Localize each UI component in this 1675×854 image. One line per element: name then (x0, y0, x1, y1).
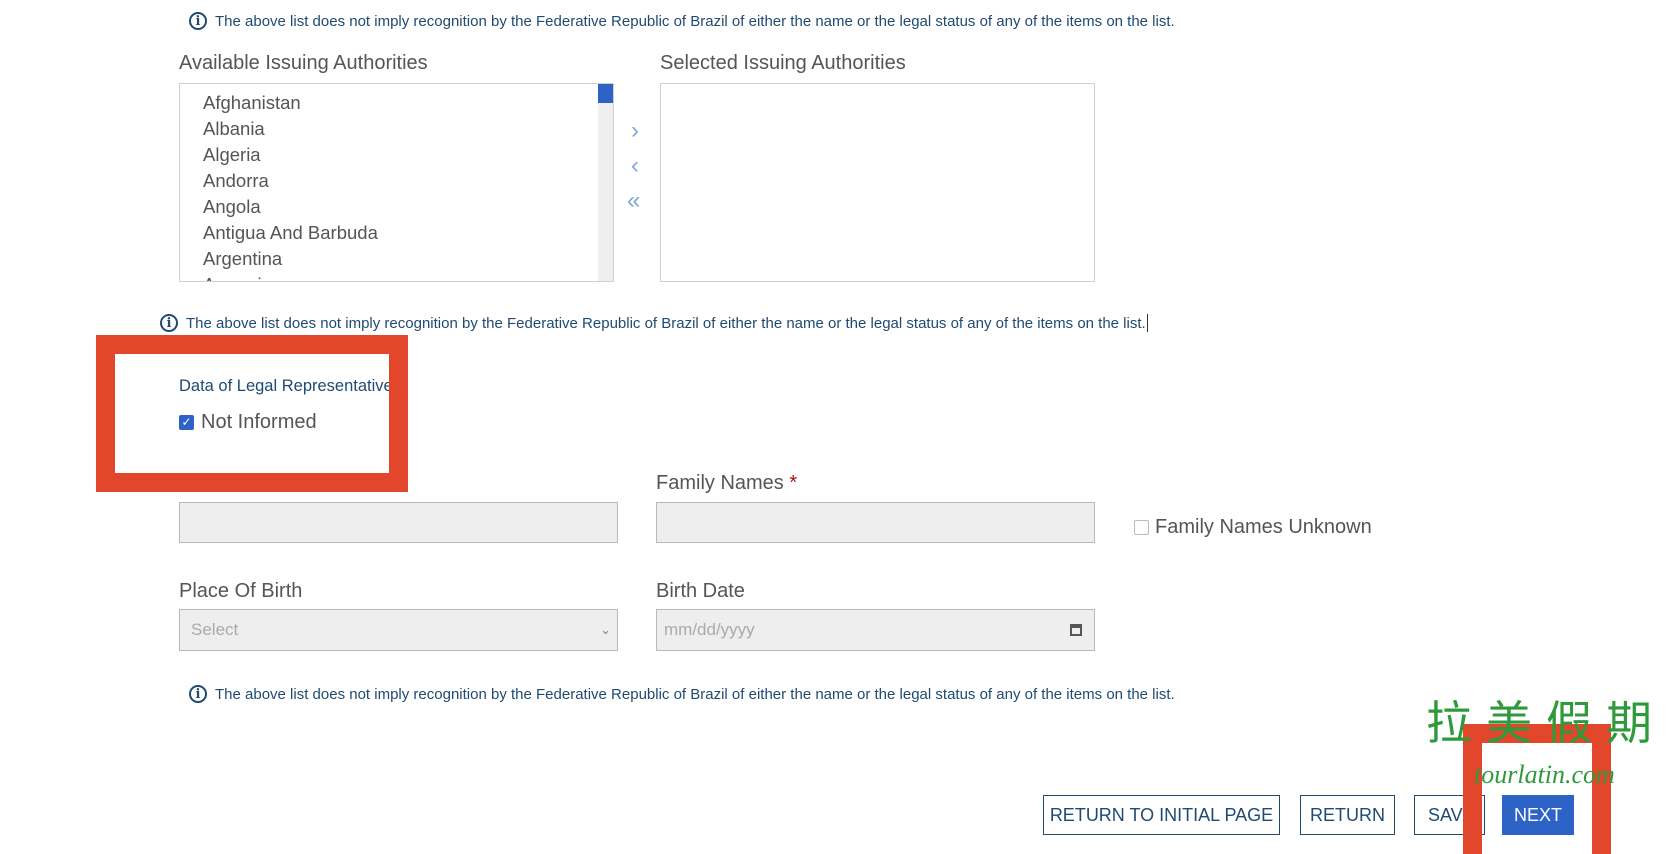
scrollbar[interactable] (598, 84, 613, 281)
not-informed-label: Not Informed (201, 411, 317, 433)
remove-arrow-icon[interactable]: ‹ (631, 152, 639, 179)
return-button[interactable]: RETURN (1300, 795, 1395, 835)
calendar-icon[interactable] (1070, 624, 1082, 636)
list-item[interactable]: Andorra (203, 170, 269, 191)
given-names-input[interactable] (179, 502, 618, 543)
info-icon: i (189, 12, 207, 30)
list-item[interactable]: Albania (203, 118, 265, 139)
available-listbox[interactable]: Afghanistan Albania Algeria Andorra Ango… (179, 83, 614, 282)
selected-label: Selected Issuing Authorities (660, 52, 906, 74)
scrollbar-thumb[interactable] (598, 84, 613, 103)
family-unknown-checkbox[interactable] (1134, 520, 1149, 535)
notice-2: i The above list does not imply recognit… (160, 314, 1148, 332)
legal-rep-title: Data of Legal Representative (179, 377, 389, 395)
add-arrow-icon[interactable]: › (631, 117, 639, 144)
available-label: Available Issuing Authorities (179, 52, 428, 74)
list-item[interactable]: Argentina (203, 248, 283, 269)
watermark-logo: 拉美假期 (1426, 696, 1666, 750)
list-item[interactable]: Angola (203, 196, 261, 217)
family-names-label: Family Names * (656, 472, 797, 495)
info-icon: i (189, 685, 207, 703)
family-names-text: Family Names (656, 472, 784, 494)
notice-text: The above list does not imply recognitio… (215, 685, 1175, 703)
place-of-birth-label: Place Of Birth (179, 580, 303, 602)
list-item[interactable]: Afghanistan (203, 92, 301, 113)
family-names-input[interactable] (656, 502, 1095, 543)
required-mark: * (789, 472, 798, 494)
highlight-box (96, 335, 408, 492)
date-placeholder: mm/dd/yyyy (664, 620, 755, 639)
birth-date-input[interactable]: mm/dd/yyyy (656, 609, 1095, 651)
notice-text: The above list does not imply recognitio… (186, 314, 1146, 332)
list-item[interactable]: Algeria (203, 144, 261, 165)
text-cursor (1146, 314, 1148, 332)
not-informed-checkbox[interactable]: ✓ (179, 415, 194, 430)
birth-date-label: Birth Date (656, 580, 745, 602)
family-unknown-label: Family Names Unknown (1155, 516, 1372, 538)
select-value: Select (191, 620, 239, 639)
info-icon: i (160, 314, 178, 332)
selected-listbox[interactable] (660, 83, 1095, 282)
place-of-birth-select[interactable]: Select ⌄ (179, 609, 618, 651)
notice-1: i The above list does not imply recognit… (189, 12, 1175, 30)
chevron-down-icon: ⌄ (600, 622, 611, 637)
watermark-url: tourlatin.com (1474, 760, 1615, 789)
notice-text: The above list does not imply recognitio… (215, 12, 1175, 30)
return-initial-button[interactable]: RETURN TO INITIAL PAGE (1043, 795, 1280, 835)
list-item[interactable]: Antigua And Barbuda (203, 222, 378, 243)
next-button[interactable]: NEXT (1502, 795, 1574, 835)
highlight-box-next (1463, 724, 1611, 854)
notice-3: i The above list does not imply recognit… (189, 685, 1175, 703)
remove-all-arrow-icon[interactable]: « (627, 187, 641, 214)
list-item[interactable]: Armenia (203, 274, 272, 281)
